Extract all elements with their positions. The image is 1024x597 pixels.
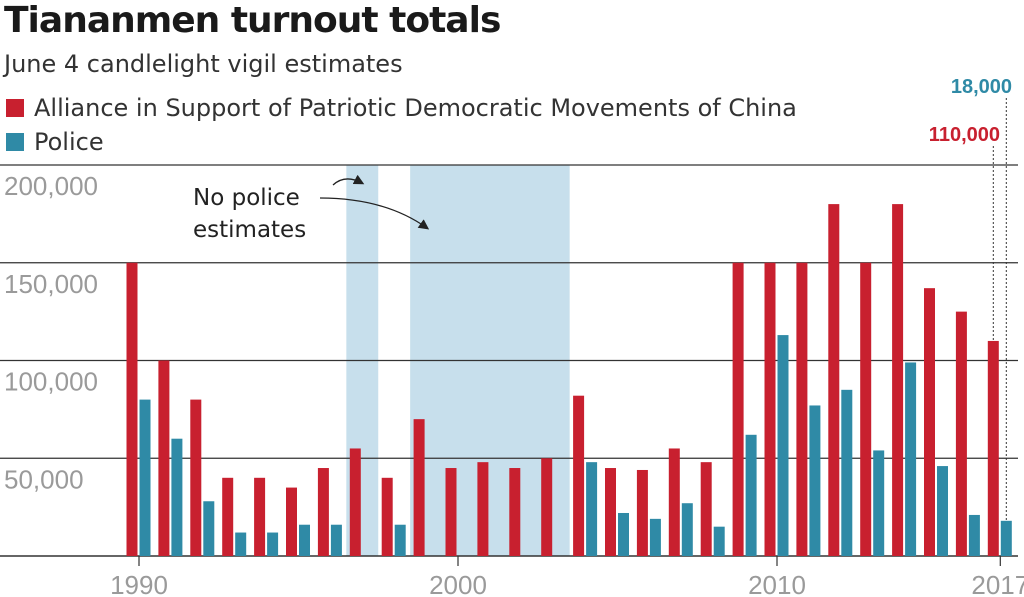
x-tick-label: 2017 bbox=[971, 570, 1024, 597]
bar-alliance-1993 bbox=[222, 477, 234, 556]
bar-police-1994 bbox=[267, 532, 279, 556]
y-tick-label: 150,000 bbox=[4, 269, 98, 299]
bar-alliance-2002 bbox=[509, 468, 521, 556]
bar-alliance-1995 bbox=[286, 487, 297, 556]
bar-police-1993 bbox=[235, 532, 247, 556]
bar-police-1991 bbox=[171, 438, 183, 556]
bar-police-1995 bbox=[299, 524, 310, 556]
bar-police-2004 bbox=[586, 462, 598, 556]
bar-police-1992 bbox=[203, 501, 215, 556]
annotation-arrow-2000s bbox=[319, 197, 430, 230]
x-tick-label: 2000 bbox=[429, 570, 487, 597]
bar-alliance-1991 bbox=[158, 360, 170, 556]
y-tick-label: 50,000 bbox=[4, 464, 84, 494]
bar-police-1996 bbox=[330, 524, 342, 556]
legend-label-police: Police bbox=[34, 128, 104, 156]
legend-swatch-alliance bbox=[6, 99, 24, 117]
bar-alliance-1998 bbox=[381, 477, 393, 556]
y-tick-label: 200,000 bbox=[4, 171, 98, 201]
bar-police-2010 bbox=[777, 335, 789, 556]
callout-alliance-2017: 110,000 bbox=[929, 124, 1000, 146]
bar-police-1998 bbox=[394, 524, 406, 556]
legend-item-alliance: Alliance in Support of Patriotic Democra… bbox=[6, 94, 797, 122]
bar-police-2011 bbox=[809, 405, 821, 556]
bar-police-2007 bbox=[681, 503, 693, 556]
x-tick-label: 2010 bbox=[748, 570, 806, 597]
bar-alliance-2011 bbox=[796, 262, 808, 556]
bar-alliance-2006 bbox=[636, 469, 648, 556]
bar-alliance-2000 bbox=[445, 468, 457, 556]
bar-alliance-2004 bbox=[573, 395, 585, 556]
bar-police-2006 bbox=[649, 518, 661, 556]
bar-alliance-1999 bbox=[413, 419, 425, 556]
bar-police-2017 bbox=[1000, 520, 1012, 556]
bar-police-2013 bbox=[873, 450, 885, 556]
bar-alliance-1990 bbox=[126, 262, 138, 556]
bar-alliance-2007 bbox=[668, 448, 680, 556]
bar-police-1990 bbox=[139, 399, 151, 556]
y-tick-label: 100,000 bbox=[4, 367, 98, 397]
bar-police-2015 bbox=[937, 466, 948, 556]
callout-police-2017: 18,000 bbox=[951, 76, 1012, 98]
legend-swatch-police bbox=[6, 133, 24, 151]
legend-item-police: Police bbox=[6, 128, 104, 156]
bar-alliance-2009 bbox=[732, 262, 744, 556]
chart-subtitle: June 4 candlelight vigil estimates bbox=[4, 50, 403, 78]
bar-police-2014 bbox=[905, 362, 917, 556]
bar-alliance-2003 bbox=[541, 458, 553, 556]
bar-police-2009 bbox=[745, 434, 757, 556]
bar-police-2008 bbox=[713, 526, 725, 556]
bar-alliance-2012 bbox=[828, 204, 840, 556]
bar-alliance-2017 bbox=[987, 340, 999, 556]
annotation-line-1: No police bbox=[193, 185, 300, 211]
bar-police-2005 bbox=[618, 512, 629, 556]
bar-police-2012 bbox=[841, 389, 853, 556]
legend-label-alliance: Alliance in Support of Patriotic Democra… bbox=[34, 94, 797, 122]
annotation-line-2: estimates bbox=[193, 217, 306, 243]
bar-alliance-1992 bbox=[190, 399, 202, 556]
bar-alliance-1996 bbox=[317, 468, 329, 556]
bar-alliance-2015 bbox=[924, 288, 935, 556]
chart-title: Tiananmen turnout totals bbox=[4, 0, 501, 41]
bar-alliance-2008 bbox=[700, 462, 712, 556]
bar-alliance-2001 bbox=[477, 462, 489, 556]
annotation-arrow-1997 bbox=[332, 174, 365, 186]
bar-alliance-1994 bbox=[254, 477, 266, 556]
bar-alliance-2016 bbox=[955, 311, 967, 556]
bar-alliance-2013 bbox=[860, 262, 872, 556]
bar-alliance-1997 bbox=[349, 448, 361, 556]
bar-alliance-2014 bbox=[892, 204, 904, 556]
bar-police-2016 bbox=[968, 514, 980, 556]
bar-alliance-2010 bbox=[764, 262, 776, 556]
bar-alliance-2005 bbox=[605, 468, 616, 556]
x-tick-label: 1990 bbox=[110, 570, 168, 597]
